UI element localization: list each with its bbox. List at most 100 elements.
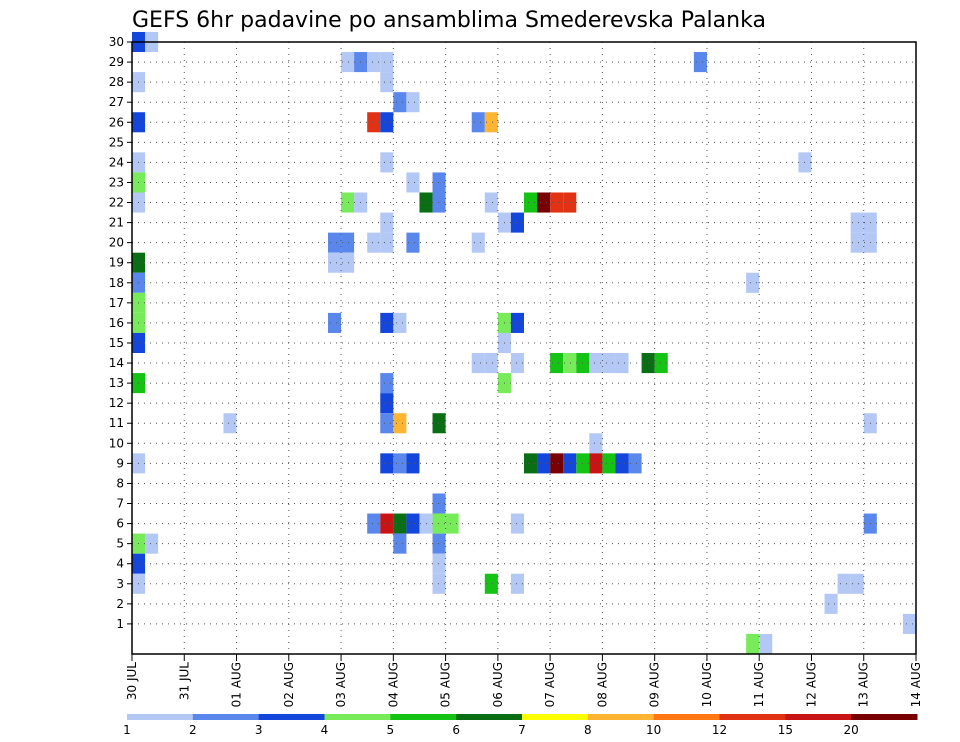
x-tick-label: 30 JUL [125, 662, 139, 700]
precip-cell [367, 112, 381, 133]
precip-cell [550, 192, 564, 213]
colorbar-label: 2 [189, 723, 197, 737]
precip-cell [393, 312, 407, 333]
x-tick-label: 05 AUG [439, 662, 453, 707]
x-tick-label: 02 AUG [282, 662, 296, 707]
precip-cell [393, 513, 407, 534]
y-tick-label: 8 [116, 476, 124, 490]
precip-cell [484, 573, 498, 594]
precip-cell [406, 453, 420, 474]
colorbar: 1 2 3 4 5 6 7 8 10 12 15 20 [123, 714, 918, 737]
precip-cell [223, 413, 237, 434]
colorbar-label: 1 [123, 723, 131, 737]
x-tick-label: 12 AUG [804, 662, 818, 707]
y-tick-label: 28 [109, 75, 124, 89]
precip-cell [380, 112, 394, 133]
precip-cell [445, 513, 459, 534]
y-tick-label: 22 [109, 196, 124, 210]
precip-cell [432, 192, 446, 213]
precip-cell [628, 453, 642, 474]
y-tick-label: 14 [109, 356, 124, 370]
y-tick-label: 21 [109, 216, 124, 230]
precip-cell [380, 232, 394, 253]
x-tick-label: 01 AUG [230, 662, 244, 707]
precip-cell [471, 353, 485, 374]
precip-cell [380, 72, 394, 93]
chart-title: GEFS 6hr padavine po ansamblima Smederev… [132, 8, 766, 33]
precip-cell [510, 513, 524, 534]
precip-cell [824, 593, 838, 614]
colorbar-segment [192, 714, 260, 720]
x-tick-label: 13 AUG [857, 662, 871, 707]
precip-cell [693, 52, 707, 73]
y-tick-label: 15 [109, 336, 124, 350]
precip-cell [380, 393, 394, 414]
precip-cell [406, 172, 420, 193]
precip-cell [432, 573, 446, 594]
colorbar-label: 12 [712, 723, 727, 737]
precip-cell [537, 453, 551, 474]
colorbar-label: 7 [518, 723, 526, 737]
precip-cell [393, 413, 407, 434]
precip-cell [393, 533, 407, 554]
precip-cell [510, 353, 524, 374]
y-tick-label: 7 [116, 497, 124, 511]
y-tick-label: 10 [109, 436, 124, 450]
precip-cell [341, 252, 355, 273]
precip-cell [510, 573, 524, 594]
precip-cell [902, 613, 916, 634]
precip-cell [380, 453, 394, 474]
colorbar-segment [127, 714, 194, 720]
precip-cell [550, 453, 564, 474]
precip-cell [563, 453, 577, 474]
precip-cell [432, 533, 446, 554]
precip-cell [341, 232, 355, 253]
y-tick-label: 23 [109, 175, 124, 189]
precip-cell [145, 533, 159, 554]
y-tick-label: 20 [109, 236, 124, 250]
y-tick-label: 25 [109, 135, 124, 149]
precip-cell [380, 312, 394, 333]
precip-cell [432, 493, 446, 514]
precip-cell [367, 52, 381, 73]
precip-cell [589, 453, 603, 474]
colorbar-label: 4 [321, 723, 329, 737]
colorbar-segment [851, 714, 918, 720]
precip-cell [432, 553, 446, 574]
precip-cell [367, 232, 381, 253]
y-tick-label: 11 [109, 416, 124, 430]
colorbar-label: 10 [646, 723, 661, 737]
precip-cell [524, 192, 538, 213]
precip-cell [850, 232, 864, 253]
precip-cell [341, 52, 355, 73]
y-tick-label: 17 [109, 296, 124, 310]
x-tick-label: 06 AUG [491, 662, 505, 707]
precip-cell [367, 513, 381, 534]
precip-cell [850, 573, 864, 594]
precip-cell [837, 573, 851, 594]
x-tick-label: 11 AUG [752, 662, 766, 707]
y-tick-label: 19 [109, 256, 124, 270]
y-tick-label: 12 [109, 396, 124, 410]
colorbar-label: 6 [452, 723, 460, 737]
precip-cell [850, 212, 864, 233]
precip-cell [602, 353, 616, 374]
y-tick-label: 26 [109, 115, 124, 129]
precip-cell [380, 413, 394, 434]
precip-cell [510, 312, 524, 333]
precip-cell [406, 232, 420, 253]
precip-cell [602, 453, 616, 474]
y-tick-label: 4 [116, 557, 124, 571]
colorbar-segment [587, 714, 655, 720]
precip-cell [537, 192, 551, 213]
precip-cell [615, 453, 629, 474]
y-tick-label: 24 [109, 155, 124, 169]
precip-cell [550, 353, 564, 374]
precip-cell [654, 353, 668, 374]
precip-cell [471, 232, 485, 253]
precip-cell [432, 513, 446, 534]
x-tick-label: 31 JUL [177, 662, 191, 700]
x-tick-label: 08 AUG [595, 662, 609, 707]
precip-cell [484, 192, 498, 213]
colorbar-segment [258, 714, 325, 720]
